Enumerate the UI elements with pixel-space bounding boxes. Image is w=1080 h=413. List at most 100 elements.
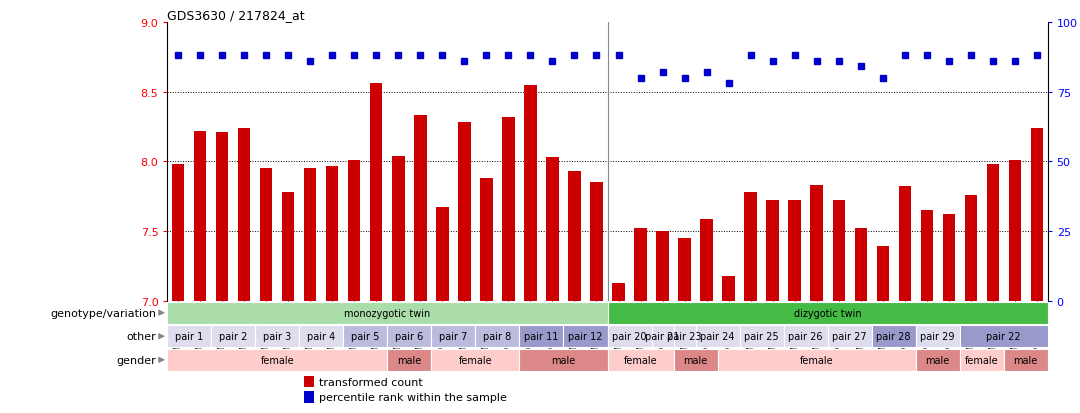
Text: male: male xyxy=(684,355,707,365)
Bar xyxy=(216,133,229,301)
Bar xyxy=(415,116,427,301)
Bar xyxy=(525,85,537,301)
Bar xyxy=(607,325,651,347)
Bar xyxy=(767,201,779,301)
Bar xyxy=(349,161,361,301)
Text: dizygotic twin: dizygotic twin xyxy=(794,308,862,318)
Bar xyxy=(194,131,206,301)
Bar xyxy=(657,232,669,301)
Bar xyxy=(788,201,800,301)
Text: female: female xyxy=(964,355,998,365)
Bar xyxy=(833,201,845,301)
Bar xyxy=(260,169,272,301)
Text: pair 26: pair 26 xyxy=(788,332,823,342)
Bar xyxy=(827,325,872,347)
Bar xyxy=(717,349,916,371)
Text: pair 12: pair 12 xyxy=(568,332,603,342)
Bar xyxy=(607,302,1048,324)
Bar xyxy=(591,183,603,301)
Bar xyxy=(674,349,717,371)
Bar xyxy=(674,325,696,347)
Text: female: female xyxy=(623,355,658,365)
Bar xyxy=(1003,349,1048,371)
Text: pair 20: pair 20 xyxy=(612,332,647,342)
Text: male: male xyxy=(552,355,576,365)
Bar xyxy=(519,349,607,371)
Bar xyxy=(343,325,388,347)
Bar xyxy=(634,229,647,301)
Bar xyxy=(392,157,405,301)
Bar xyxy=(854,229,866,301)
Bar xyxy=(519,325,564,347)
Bar xyxy=(899,187,910,301)
Text: female: female xyxy=(799,355,834,365)
Bar xyxy=(388,349,432,371)
Bar xyxy=(239,128,251,301)
Bar xyxy=(943,215,955,301)
Bar xyxy=(370,84,382,301)
Bar xyxy=(212,325,255,347)
Text: gender: gender xyxy=(117,355,157,365)
Bar xyxy=(960,349,1003,371)
Text: pair 25: pair 25 xyxy=(744,332,779,342)
Bar xyxy=(502,117,514,301)
Text: pair 11: pair 11 xyxy=(524,332,558,342)
Bar xyxy=(256,325,299,347)
Bar xyxy=(920,211,933,301)
Bar xyxy=(986,165,999,301)
Text: pair 5: pair 5 xyxy=(351,332,380,342)
Text: other: other xyxy=(126,332,157,342)
Bar xyxy=(651,325,674,347)
Bar xyxy=(960,325,1048,347)
Bar xyxy=(701,219,713,301)
Bar xyxy=(723,276,734,301)
Bar xyxy=(877,247,889,301)
Bar xyxy=(303,392,314,403)
Bar xyxy=(1030,128,1042,301)
Bar xyxy=(810,185,823,301)
Bar xyxy=(282,192,295,301)
Text: pair 27: pair 27 xyxy=(833,332,867,342)
Bar xyxy=(303,376,314,387)
Text: monozygotic twin: monozygotic twin xyxy=(345,308,431,318)
Bar xyxy=(872,325,916,347)
Bar xyxy=(916,325,960,347)
Text: female: female xyxy=(260,355,294,365)
Text: pair 29: pair 29 xyxy=(920,332,955,342)
Text: pair 8: pair 8 xyxy=(484,332,512,342)
Text: transformed count: transformed count xyxy=(319,377,422,387)
Bar xyxy=(784,325,827,347)
Text: pair 23: pair 23 xyxy=(667,332,702,342)
Text: pair 28: pair 28 xyxy=(876,332,910,342)
Bar xyxy=(167,302,607,324)
Text: pair 21: pair 21 xyxy=(645,332,679,342)
Bar xyxy=(607,349,674,371)
Bar xyxy=(173,165,185,301)
Text: pair 22: pair 22 xyxy=(986,332,1021,342)
Text: pair 4: pair 4 xyxy=(308,332,336,342)
Bar xyxy=(458,123,471,301)
Text: male: male xyxy=(926,355,949,365)
Text: male: male xyxy=(1013,355,1038,365)
Bar xyxy=(475,325,519,347)
Bar xyxy=(326,166,338,301)
Bar xyxy=(436,208,448,301)
Text: percentile rank within the sample: percentile rank within the sample xyxy=(319,392,507,402)
Bar xyxy=(546,158,558,301)
Bar xyxy=(964,195,976,301)
Bar xyxy=(916,349,960,371)
Bar xyxy=(432,349,519,371)
Bar xyxy=(388,325,432,347)
Text: pair 2: pair 2 xyxy=(219,332,247,342)
Text: GDS3630 / 217824_at: GDS3630 / 217824_at xyxy=(167,9,305,21)
Text: pair 24: pair 24 xyxy=(700,332,734,342)
Text: pair 7: pair 7 xyxy=(440,332,468,342)
Bar xyxy=(696,325,740,347)
Bar xyxy=(432,325,475,347)
Bar xyxy=(678,239,690,301)
Bar xyxy=(744,192,757,301)
Text: pair 1: pair 1 xyxy=(175,332,203,342)
Bar xyxy=(167,349,388,371)
Bar xyxy=(564,325,607,347)
Bar xyxy=(481,179,492,301)
